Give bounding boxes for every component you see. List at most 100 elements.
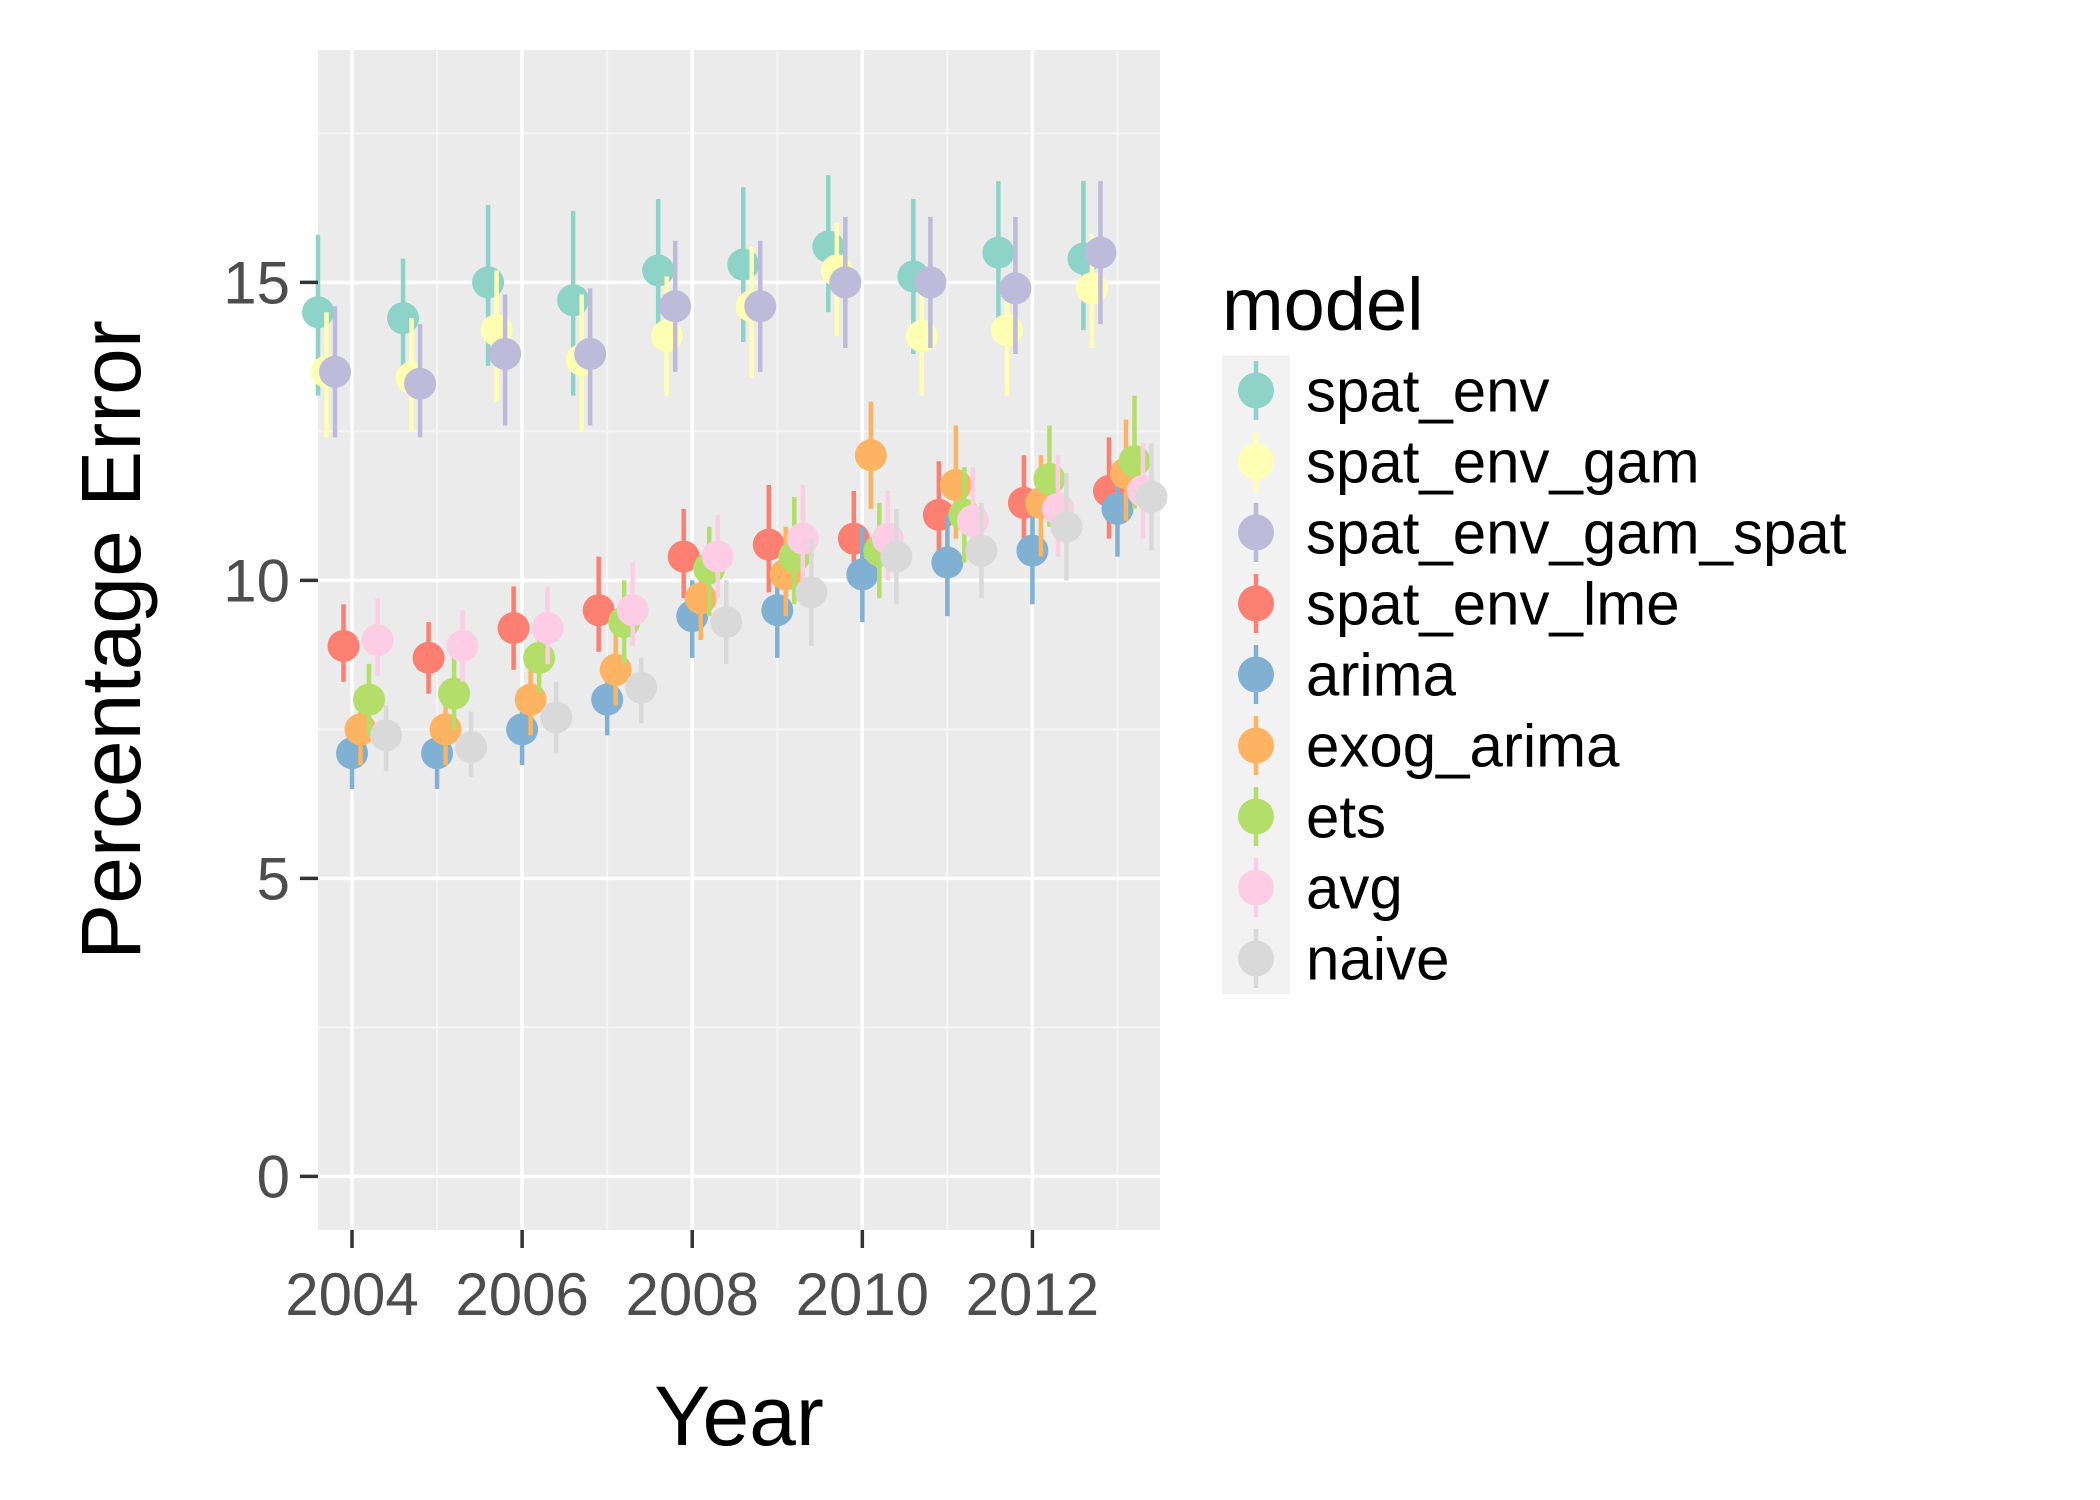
data-point — [506, 713, 539, 746]
legend-key-point — [1238, 372, 1274, 409]
data-point — [582, 594, 615, 627]
data-point — [302, 296, 334, 329]
data-point — [616, 594, 649, 627]
x-axis-title: Year — [654, 1369, 824, 1463]
data-point — [846, 558, 879, 591]
legend-item: spat_env_gam_spat — [1222, 497, 1847, 568]
data-point — [642, 254, 675, 287]
legend-item: avg — [1222, 852, 1403, 923]
data-point — [956, 504, 989, 537]
legend-key-point — [1238, 940, 1274, 977]
data-point — [446, 629, 479, 662]
series-naive — [370, 443, 1168, 778]
data-point — [523, 641, 556, 674]
data-point — [1033, 463, 1066, 496]
data-point — [829, 266, 862, 299]
data-point — [574, 337, 607, 370]
legend-label: avg — [1306, 855, 1403, 922]
data-point — [990, 314, 1023, 347]
legend-label: spat_env_lme — [1306, 571, 1680, 638]
y-tick-label: 15 — [223, 249, 290, 316]
data-point — [489, 337, 522, 370]
legend-label: ets — [1306, 784, 1386, 851]
data-point — [319, 355, 352, 388]
x-tick-label: 2004 — [285, 1261, 418, 1328]
legend-key-point — [1238, 443, 1274, 480]
data-point — [1118, 445, 1151, 478]
data-point — [625, 671, 658, 704]
data-point — [965, 534, 998, 567]
axes: 0 5 10 15 2004 2006 2008 2010 2012 — [223, 249, 1099, 1328]
data-point — [531, 612, 564, 645]
data-point — [659, 290, 692, 323]
data-point — [650, 320, 683, 353]
y-tick-label: 10 — [223, 547, 290, 614]
data-point — [982, 236, 1015, 269]
data-point — [361, 624, 394, 656]
y-axis-title: Percentage Error — [64, 320, 158, 960]
legend-item: spat_env_lme — [1222, 568, 1680, 639]
data-point — [455, 731, 488, 764]
legend-item: exog_arima — [1222, 710, 1620, 781]
data-point — [795, 576, 828, 609]
data-point — [744, 290, 777, 323]
plot-data — [302, 175, 1168, 789]
data-point — [752, 528, 785, 561]
data-point — [327, 629, 360, 662]
data-point — [387, 302, 420, 335]
data-point — [931, 546, 964, 579]
legend-label: spat_env_gam_spat — [1306, 500, 1847, 567]
legend-label: spat_env_gam — [1306, 429, 1700, 496]
legend-key-point — [1238, 869, 1274, 906]
data-point — [1135, 480, 1168, 513]
data-point — [880, 540, 913, 573]
legend-item: spat_env_gam — [1222, 426, 1700, 497]
data-point — [497, 612, 530, 645]
y-tick-label: 0 — [257, 1143, 290, 1210]
x-tick-label: 2012 — [966, 1261, 1099, 1328]
data-point — [370, 719, 403, 752]
legend-title: model — [1222, 263, 1424, 346]
legend: spat_envspat_env_gamspat_env_gam_spatspa… — [1222, 355, 1847, 994]
legend-key-point — [1238, 656, 1274, 693]
legend-key-point — [1238, 798, 1274, 835]
data-point — [939, 469, 972, 502]
data-point — [540, 701, 573, 734]
data-point — [667, 540, 700, 573]
data-point — [591, 683, 624, 716]
data-point — [786, 522, 819, 555]
data-point — [472, 266, 505, 299]
x-tick-label: 2008 — [625, 1261, 758, 1328]
legend-key-point — [1238, 727, 1274, 764]
data-point — [914, 266, 947, 299]
data-point — [438, 677, 471, 710]
series-spat_env_gam_spat — [319, 181, 1117, 438]
legend-key-point — [1238, 585, 1274, 622]
legend-item: ets — [1222, 781, 1386, 852]
legend-item: spat_env — [1222, 355, 1550, 426]
x-tick-label: 2010 — [796, 1261, 929, 1328]
data-point — [727, 248, 760, 281]
data-point — [1084, 236, 1117, 269]
data-point — [710, 606, 743, 639]
data-point — [684, 582, 717, 615]
legend-label: spat_env — [1306, 358, 1550, 425]
legend-label: naive — [1306, 926, 1449, 993]
legend-label: exog_arima — [1306, 713, 1620, 780]
legend-label: arima — [1306, 642, 1457, 709]
data-point — [1075, 272, 1108, 305]
data-point — [854, 439, 887, 472]
x-tick-label: 2006 — [455, 1261, 588, 1328]
data-point — [557, 284, 590, 317]
data-point — [353, 683, 386, 716]
data-point — [761, 594, 794, 627]
data-point — [1050, 510, 1083, 543]
legend-item: naive — [1222, 923, 1449, 994]
data-point — [1016, 534, 1049, 567]
legend-key-point — [1238, 514, 1274, 551]
data-point — [404, 367, 437, 400]
legend-item: arima — [1222, 639, 1457, 710]
y-tick-label: 5 — [257, 845, 290, 912]
data-point — [999, 272, 1032, 305]
